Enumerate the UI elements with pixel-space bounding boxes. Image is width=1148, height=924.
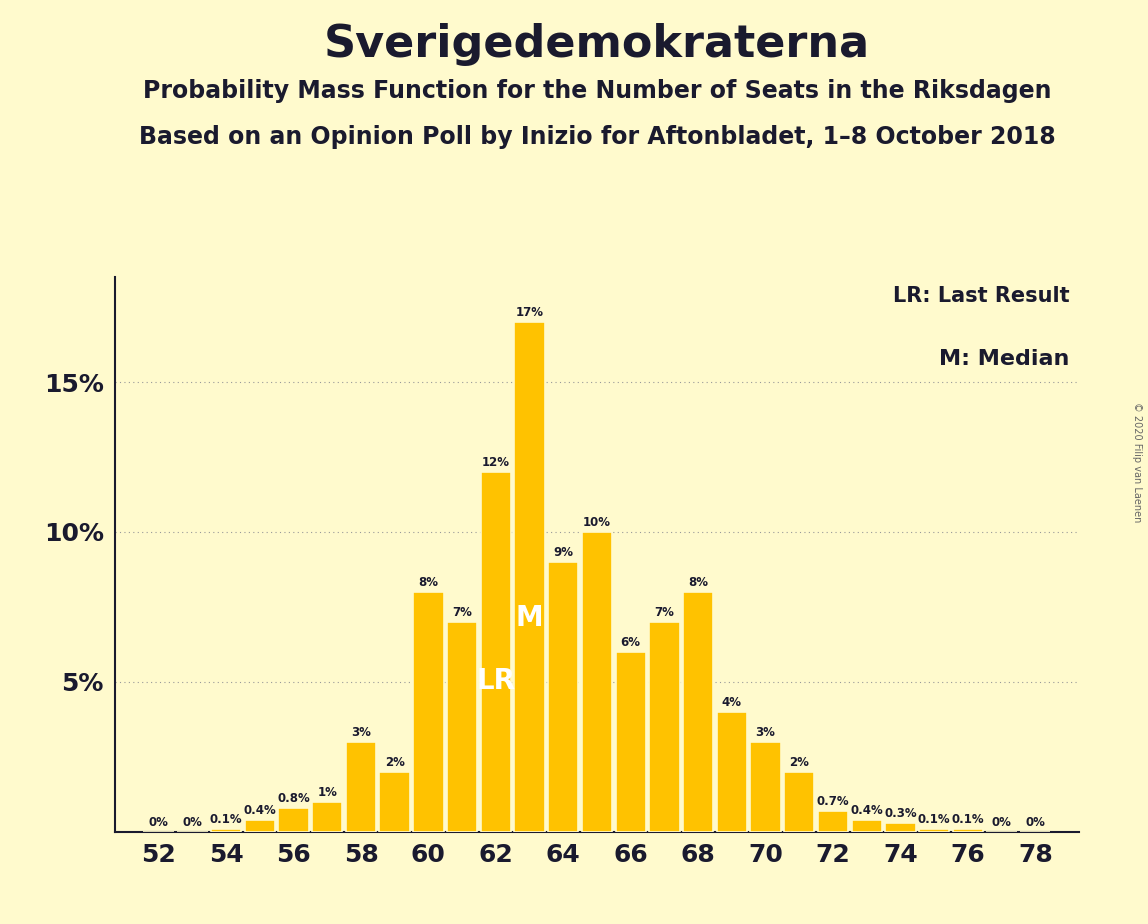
Text: 10%: 10% — [583, 516, 611, 529]
Text: 2%: 2% — [790, 756, 809, 769]
Bar — [380, 772, 410, 832]
Bar — [716, 711, 747, 832]
Bar — [312, 802, 342, 832]
Text: 0.4%: 0.4% — [243, 804, 277, 817]
Text: LR: LR — [476, 666, 515, 695]
Text: Sverigedemokraterna: Sverigedemokraterna — [324, 23, 870, 67]
Text: 17%: 17% — [515, 306, 543, 319]
Bar — [615, 651, 646, 832]
Text: 0%: 0% — [992, 816, 1011, 829]
Text: LR: Last Result: LR: Last Result — [893, 286, 1070, 306]
Text: 0.3%: 0.3% — [884, 807, 917, 820]
Text: 0%: 0% — [1025, 816, 1045, 829]
Text: 7%: 7% — [654, 606, 674, 619]
Text: Probability Mass Function for the Number of Seats in the Riksdagen: Probability Mass Function for the Number… — [142, 79, 1052, 103]
Bar — [346, 742, 377, 832]
Text: 3%: 3% — [351, 725, 371, 738]
Bar — [413, 592, 443, 832]
Text: 3%: 3% — [755, 725, 776, 738]
Bar — [278, 808, 309, 832]
Text: 2%: 2% — [385, 756, 404, 769]
Bar — [817, 810, 848, 832]
Bar — [751, 742, 781, 832]
Bar — [582, 532, 612, 832]
Text: 0.1%: 0.1% — [952, 812, 984, 826]
Text: 1%: 1% — [317, 785, 338, 798]
Bar — [447, 622, 478, 832]
Text: 0%: 0% — [149, 816, 169, 829]
Text: © 2020 Filip van Laenen: © 2020 Filip van Laenen — [1132, 402, 1142, 522]
Text: 0.4%: 0.4% — [851, 804, 883, 817]
Text: 0.1%: 0.1% — [917, 812, 951, 826]
Text: 6%: 6% — [621, 636, 641, 649]
Bar — [481, 472, 511, 832]
Text: M: Median: M: Median — [939, 349, 1070, 370]
Bar — [784, 772, 814, 832]
Text: 0.7%: 0.7% — [816, 795, 850, 808]
Bar — [245, 820, 276, 832]
Bar — [885, 822, 916, 832]
Text: 8%: 8% — [688, 576, 708, 589]
Bar — [852, 820, 882, 832]
Bar — [918, 829, 949, 832]
Bar — [548, 562, 579, 832]
Bar — [514, 322, 544, 832]
Text: 0.8%: 0.8% — [277, 792, 310, 805]
Bar — [211, 829, 241, 832]
Text: Based on an Opinion Poll by Inizio for Aftonbladet, 1–8 October 2018: Based on an Opinion Poll by Inizio for A… — [139, 125, 1055, 149]
Bar — [683, 592, 713, 832]
Text: 8%: 8% — [418, 576, 439, 589]
Text: 4%: 4% — [722, 696, 742, 709]
Text: 7%: 7% — [452, 606, 472, 619]
Bar — [650, 622, 680, 832]
Text: 0.1%: 0.1% — [210, 812, 242, 826]
Bar — [953, 829, 983, 832]
Text: 9%: 9% — [553, 546, 573, 559]
Text: 12%: 12% — [482, 456, 510, 469]
Text: M: M — [515, 603, 543, 632]
Text: 0%: 0% — [183, 816, 202, 829]
